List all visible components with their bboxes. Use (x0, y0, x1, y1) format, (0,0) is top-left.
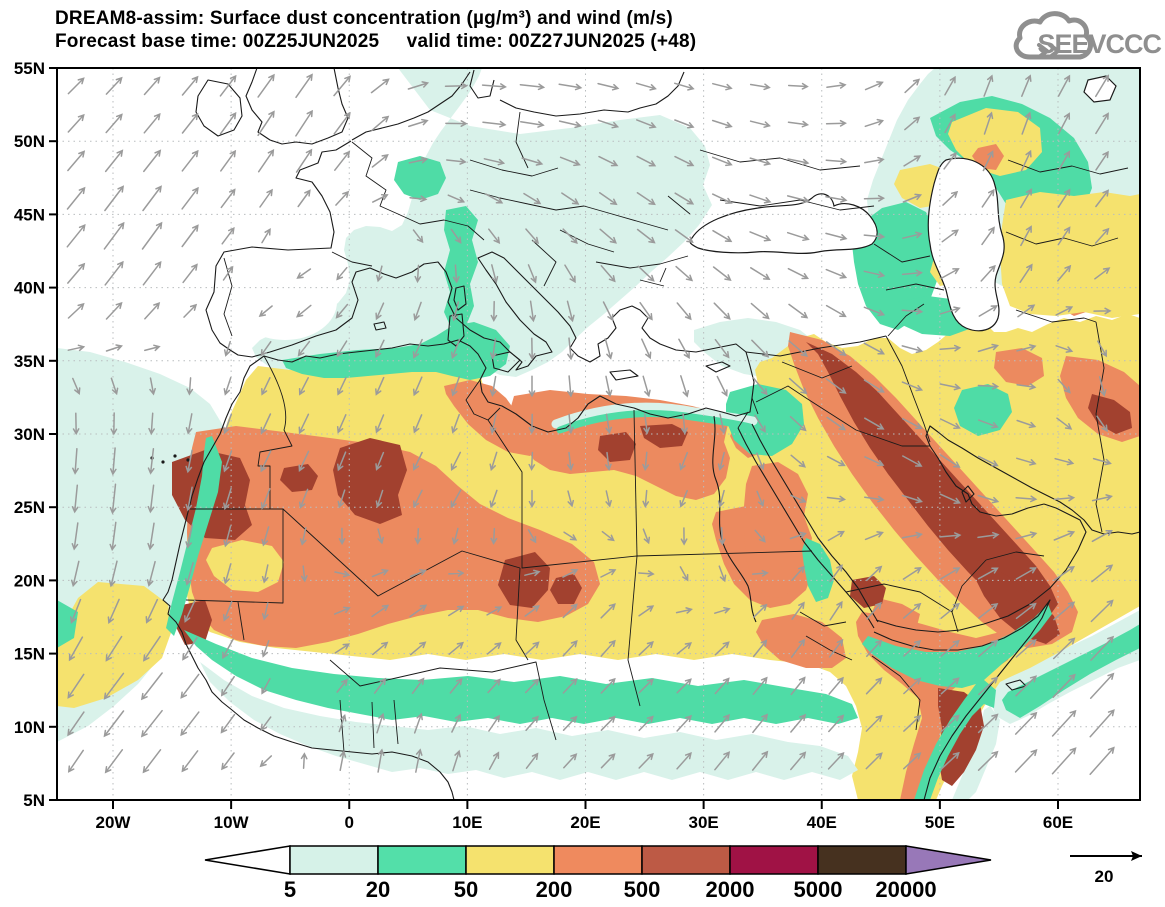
coastlines (162, 67, 1141, 801)
wind-vector-field (66, 73, 1115, 776)
lon-label: 30E (689, 813, 719, 832)
reference-arrow-label: 20 (1095, 867, 1114, 886)
lon-label: 0 (345, 813, 354, 832)
lat-label: 40N (14, 279, 45, 298)
black-sea (689, 193, 878, 255)
graticule (57, 68, 1140, 800)
legend-value: 2000 (706, 877, 755, 902)
lon-label: 10E (452, 813, 482, 832)
page-subtitle: Forecast base time: 00Z25JUN2025 valid t… (55, 31, 697, 52)
legend-value: 20000 (875, 877, 936, 902)
legend-value: 5000 (794, 877, 843, 902)
reference-arrowhead-icon (1131, 851, 1142, 861)
lon-label: 40E (807, 813, 837, 832)
legend-value: 50 (454, 877, 478, 902)
legend-segment (553, 845, 643, 875)
country-borders (185, 111, 1129, 753)
cloud-chevron-icon (1037, 43, 1060, 59)
lat-label: 15N (14, 645, 45, 664)
wind-arrows (66, 73, 1115, 776)
lat-label: 20N (14, 571, 45, 590)
legend-segment (729, 845, 819, 875)
legend-over-arrow (905, 845, 992, 875)
lon-label: 20W (96, 813, 132, 832)
lat-label: 50N (14, 132, 45, 151)
legend-value: 20 (366, 877, 390, 902)
page-title: DREAM8-assim: Surface dust concentration… (55, 8, 673, 29)
legend-under-arrow (204, 845, 291, 875)
lon-label: 20E (570, 813, 600, 832)
legend-segment (817, 845, 907, 875)
legend-value: 500 (624, 877, 661, 902)
seevccc-logo: SEEVCCC (1013, 11, 1163, 60)
lat-label: 45N (14, 205, 45, 224)
lon-label: 50E (925, 813, 955, 832)
logo-text: SEEVCCC (1037, 29, 1161, 59)
latitude-axis-labels: 55N 50N 45N 40N 35N 30N 25N 20N 15N 10N 5N (14, 59, 45, 810)
lon-label: 60E (1043, 813, 1073, 832)
lat-label: 25N (14, 498, 45, 517)
coast-fringe-cyan (551, 402, 758, 429)
lat-label: 10N (14, 718, 45, 737)
legend-value: 200 (536, 877, 573, 902)
lon-label: 10W (214, 813, 250, 832)
lat-label: 55N (14, 59, 45, 78)
longitude-axis-labels: 20W 10W 0 10E 20E 30E 40E 50E 60E (96, 813, 1074, 832)
sahel-cyan-band (200, 662, 858, 780)
lat-label: 35N (14, 352, 45, 371)
wind-reference: 20 (1070, 851, 1142, 886)
legend-segment (289, 845, 379, 875)
lat-label: 30N (14, 425, 45, 444)
clear-patch-spain (233, 264, 337, 340)
legend-segment (465, 845, 555, 875)
colorbar-legend: 5 20 50 200 500 2000 5000 20000 (204, 845, 992, 902)
legend-value: 5 (284, 877, 296, 902)
legend-segment (377, 845, 467, 875)
legend-segment (641, 845, 731, 875)
lat-label: 5N (23, 791, 45, 810)
axis-ticks (49, 67, 1059, 809)
cloud-icon (1013, 11, 1093, 60)
